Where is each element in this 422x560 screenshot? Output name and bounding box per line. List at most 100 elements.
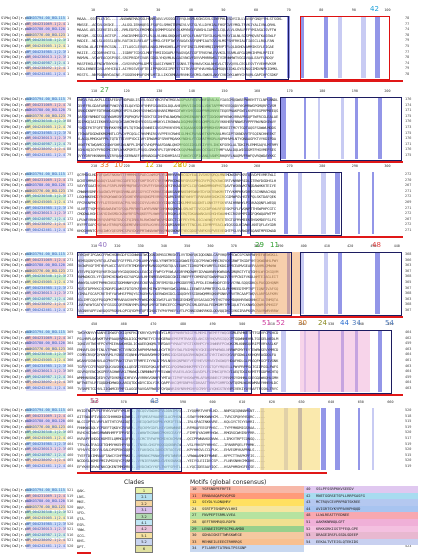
accession-id: XP_004245005.1|2.419 bbox=[26, 436, 66, 440]
accession-id: XP_004230340.1|2.398 bbox=[26, 430, 66, 435]
conserved-column bbox=[210, 408, 212, 470]
conserved-column bbox=[190, 252, 194, 314]
conserved-column bbox=[372, 408, 374, 470]
species-label: SlMo|CmZ|r.pK8 bbox=[1, 527, 32, 532]
species-label: SlMo|CmZ|r.pK5 bbox=[1, 38, 32, 43]
motif-overlay bbox=[180, 172, 225, 234]
start-position: 272 bbox=[67, 308, 74, 312]
accession-id: XP_004242461.1|2.411 bbox=[26, 464, 66, 468]
accession-highlight bbox=[26, 413, 66, 419]
ruler-tick: 100 bbox=[384, 8, 391, 12]
ruler-tick: 300 bbox=[384, 164, 391, 168]
start-position: 520 bbox=[67, 504, 74, 509]
accession-id: AAK03780.00_BGL120.454 bbox=[26, 27, 66, 32]
end-position: 173 bbox=[405, 125, 412, 129]
species-label: SlMo|CmZ|r.pK9 bbox=[1, 60, 32, 65]
accession-highlight bbox=[26, 441, 66, 447]
end-position: 367 bbox=[405, 308, 412, 312]
end-position: 523 bbox=[405, 544, 412, 548]
sequence-text: LNS- bbox=[77, 493, 86, 499]
start-position: 368 bbox=[67, 363, 74, 368]
ruler-tick: 130 bbox=[156, 89, 163, 93]
end-position: 78 bbox=[405, 32, 410, 37]
conserved-column bbox=[230, 97, 234, 159]
species-label: SlMo|CmZ|r.pK1 bbox=[1, 172, 32, 176]
accession-highlight bbox=[26, 330, 66, 336]
motif-id: 33 bbox=[192, 539, 197, 544]
accession-highlight bbox=[26, 228, 66, 234]
ruler-tick: 440 bbox=[393, 244, 400, 248]
species-label: SlMo|CmZ|r.nB1 bbox=[1, 538, 32, 543]
conserved-column bbox=[227, 252, 232, 314]
conserved-column bbox=[196, 408, 198, 470]
motif-box bbox=[245, 16, 289, 80]
position-ruler: 110 120 130 140 150 160 170 180 190 200 bbox=[77, 89, 403, 97]
position-ruler: 310 320 330 340 350 360 370 380 390 400 410 420 430 4… bbox=[77, 244, 403, 252]
alignment-row: SlMo|CmZ|r.pK4AAK03776.00_BGL123.419272N… bbox=[0, 269, 422, 275]
start-position: 75 bbox=[67, 108, 72, 113]
conserved-column bbox=[122, 408, 126, 470]
motif-consensus: AVIGRTSYKYPPAVKPHQQD bbox=[316, 506, 361, 511]
conserved-column bbox=[99, 408, 102, 470]
conserved-column bbox=[227, 16, 232, 78]
accession-id: XP_004231069.1|2.419 bbox=[26, 257, 66, 262]
end-position: 464 bbox=[405, 330, 412, 334]
accession-highlight bbox=[26, 527, 66, 533]
accession-id: XP_004230340.1|2.398 bbox=[26, 194, 66, 199]
motif-entry: 48 LLWLREATTFEDNEE bbox=[304, 512, 418, 519]
start-position: 1 bbox=[67, 27, 70, 32]
ruler-tick: 610 bbox=[239, 400, 246, 404]
accession-highlight bbox=[26, 177, 66, 183]
species-label: SlMo|CmZ|r.pK4 bbox=[1, 268, 32, 273]
ruler-tick: 80 bbox=[319, 8, 324, 12]
accession-highlight bbox=[26, 49, 66, 55]
conserved-column bbox=[85, 172, 88, 234]
ruler-tick: 640 bbox=[328, 400, 335, 404]
accession-id: AAK03776.00_BGL123.419 bbox=[26, 424, 66, 429]
motif-box bbox=[96, 330, 138, 394]
conserved-column bbox=[304, 97, 306, 159]
sequence-text: RNMWDKCELYFCDEMCHINWGHGCYAPGAVLHHTNMEEAM… bbox=[77, 274, 279, 280]
start-position: 1 bbox=[67, 32, 70, 37]
accession-highlight bbox=[26, 458, 66, 464]
end-position: 77 bbox=[405, 21, 410, 26]
start-position: 79 bbox=[67, 97, 72, 101]
accession-id: AAK03780.00_BGL120.454 bbox=[26, 419, 66, 424]
ruler-tick: 170 bbox=[286, 89, 293, 93]
accession-highlight bbox=[26, 538, 66, 544]
sequence-text: LHATWYWTGATKYFGSGSCQRTMGNYMPLSMQRLMYSETN… bbox=[77, 302, 279, 308]
species-label: SlMo|CmZ|r.pK1 bbox=[1, 252, 32, 256]
accession-highlight bbox=[26, 21, 66, 27]
start-position: 463 bbox=[67, 413, 74, 418]
accession-highlight bbox=[26, 369, 66, 375]
end-position: 269 bbox=[405, 200, 412, 204]
accession-id: XP_004240987.1|2.419 bbox=[26, 296, 66, 301]
motif-label: 30 bbox=[298, 319, 307, 327]
conserved-column bbox=[153, 252, 156, 314]
start-position: 1 bbox=[67, 21, 70, 26]
end-position: 368 bbox=[405, 291, 412, 296]
ruler-tick: 380 bbox=[254, 244, 261, 248]
conserved-column bbox=[358, 172, 360, 234]
accession-id: XP_004236013.1|2.396 bbox=[26, 291, 66, 296]
sequence-text: CMWNMVDMFYAAGNGVPFQKSRHNLARIGGYYGTYKRHAT… bbox=[77, 188, 276, 194]
motif-consensus: YGFSNDPEFRFTE bbox=[202, 487, 231, 491]
conserved-column bbox=[335, 408, 340, 470]
conserved-column bbox=[247, 172, 250, 234]
species-label: SlMo|CmZ|r.pK1 bbox=[1, 97, 32, 101]
accession-highlight bbox=[26, 252, 66, 258]
motif-consensus: QEFTRRMRQSLRDFN bbox=[202, 520, 236, 524]
motif-id: 30 bbox=[192, 533, 197, 538]
start-position: 1 bbox=[67, 60, 70, 65]
accession-highlight bbox=[26, 374, 66, 381]
conserved-column bbox=[119, 330, 124, 392]
accession-highlight bbox=[26, 521, 66, 527]
alignment-row: SlMo|CmZ|r.pK6 XP_004245005.1|2.419 270 WNW… bbox=[0, 280, 422, 286]
start-position: 521 bbox=[67, 488, 74, 492]
accession-highlight bbox=[26, 44, 66, 50]
end-position: 464 bbox=[405, 369, 412, 374]
end-position: 267 bbox=[405, 183, 412, 188]
motif-consensus: RNETGGRSETSPLLRRPSASFG bbox=[316, 493, 365, 498]
species-label: SlMo|CmZ|r.pK8 bbox=[1, 136, 32, 141]
ruler-tick: 590 bbox=[179, 400, 187, 404]
